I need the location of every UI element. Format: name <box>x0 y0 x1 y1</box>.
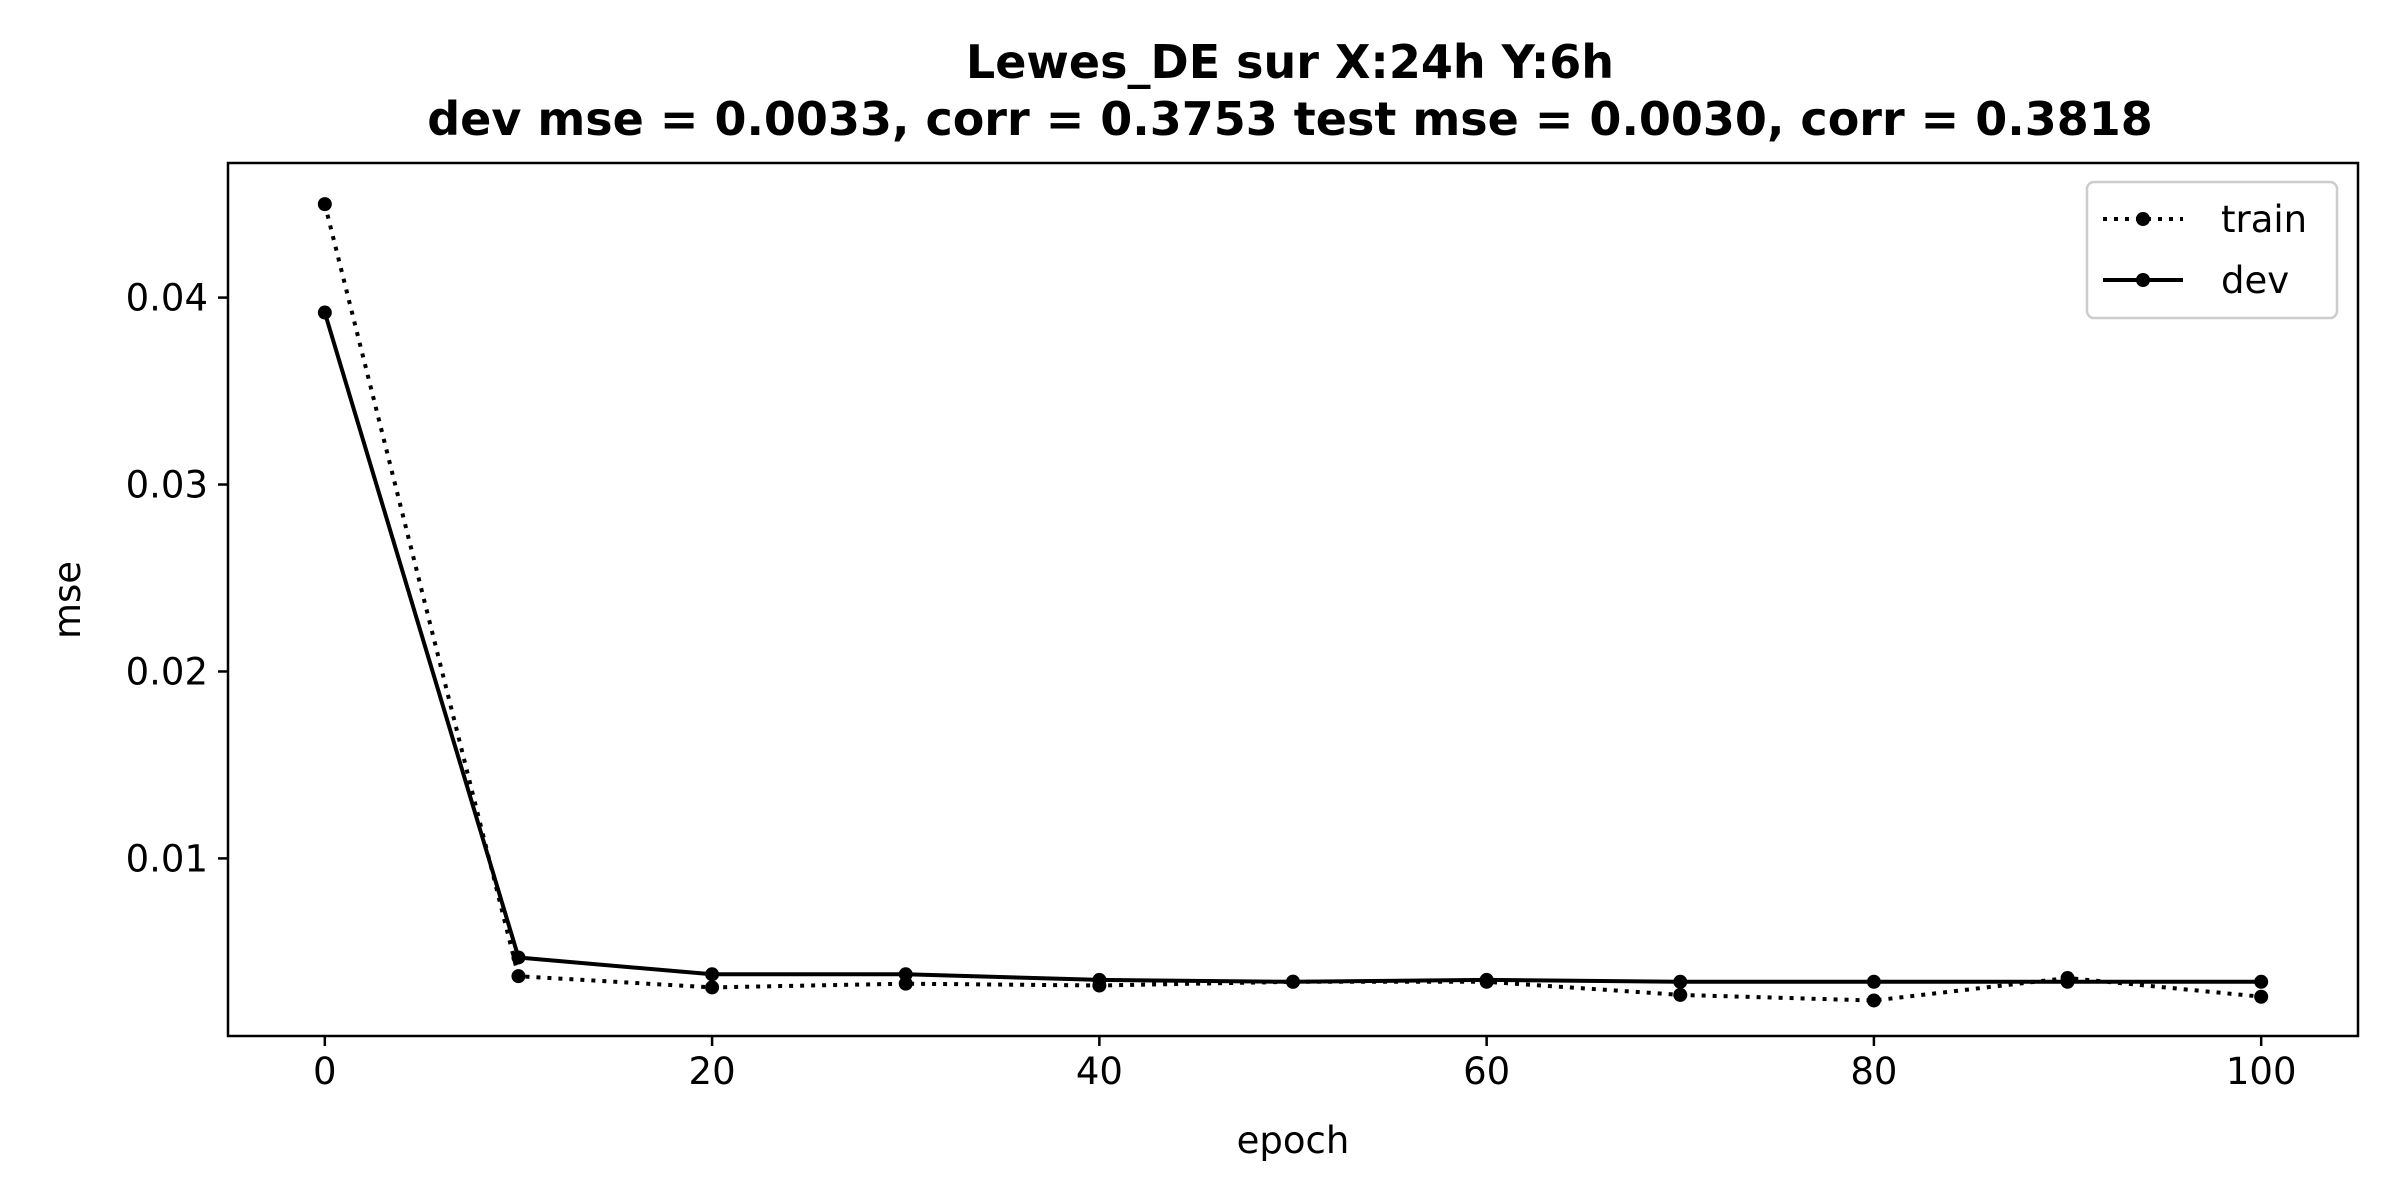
x-tick-label: 80 <box>1850 1050 1897 1093</box>
y-tick-label: 0.02 <box>126 650 208 693</box>
plot-area-frame <box>226 161 2360 1038</box>
legend-dev-label: dev <box>2221 259 2289 302</box>
data-point-train <box>1673 987 1688 1002</box>
series-layer <box>317 197 2269 1008</box>
y-tick-label: 0.03 <box>126 464 208 507</box>
x-tick-label: 20 <box>689 1050 736 1093</box>
chart-title: Lewes_DE sur X:24h Y:6h <box>966 35 1614 89</box>
y-tick-label: 0.04 <box>126 277 208 320</box>
legend-train-label: train <box>2221 198 2307 241</box>
data-point-train <box>317 197 332 212</box>
data-point-dev <box>1286 974 1300 989</box>
data-point-train <box>2254 989 2269 1004</box>
data-point-dev <box>317 305 332 320</box>
data-point-dev <box>2254 974 2269 989</box>
legend-train-marker <box>2136 212 2150 226</box>
y-axis-label: mse <box>46 561 89 639</box>
data-point-train <box>511 969 526 984</box>
data-point-dev <box>1479 972 1494 987</box>
data-point-dev <box>2060 974 2075 989</box>
y-axis-ticks: 0.01 0.02 0.03 0.04 <box>126 277 228 880</box>
series-line-train <box>322 203 2262 1003</box>
data-point-dev <box>511 950 526 965</box>
x-tick-label: 100 <box>2226 1050 2297 1093</box>
data-point-dev <box>1092 972 1107 987</box>
data-point-dev <box>705 967 720 982</box>
legend: train dev <box>2085 180 2339 320</box>
x-axis-label: epoch <box>1237 1119 1350 1162</box>
x-tick-label: 0 <box>313 1050 337 1093</box>
x-tick-label: 40 <box>1076 1050 1123 1093</box>
data-point-dev <box>1866 974 1881 989</box>
y-tick-label: 0.01 <box>126 837 208 880</box>
chart-subtitle: dev mse = 0.0033, corr = 0.3753 test mse… <box>427 92 2153 146</box>
data-point-train <box>705 980 720 995</box>
legend-dev-marker <box>2136 273 2150 287</box>
data-point-dev <box>898 967 913 982</box>
x-axis-ticks: 0 20 40 60 80 100 <box>313 1036 2296 1093</box>
data-point-dev <box>1673 974 1688 989</box>
x-tick-label: 60 <box>1463 1050 1510 1093</box>
data-point-train <box>1866 993 1881 1008</box>
legend-frame <box>2085 180 2339 320</box>
